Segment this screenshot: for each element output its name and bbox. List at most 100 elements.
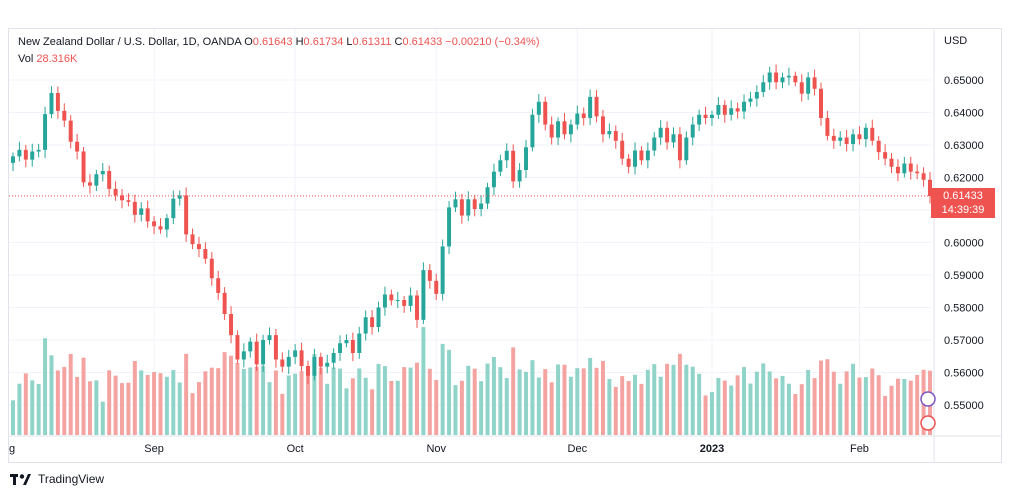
volume-bar [440,343,445,435]
volume-bar [716,378,721,435]
candle-body [94,174,99,186]
candle-body [889,158,894,167]
candle-body [549,124,554,138]
candle-body [556,121,561,138]
countdown-timer: 14:39:39 [941,204,985,216]
price-tick-label: 0.57000 [944,335,984,347]
candle-body [543,101,548,125]
volume-bar [754,371,759,435]
candle-body [216,278,221,293]
candle-body [645,150,650,161]
volume-bar [132,360,137,435]
volume-bar [838,383,843,435]
candle-body [838,137,843,141]
candle-body [184,195,189,235]
volume-bar [273,370,278,435]
volume-bar [530,360,535,435]
volume-bar [62,366,67,435]
volume-bar [780,375,785,435]
candle-body [75,141,80,152]
candle-body [87,182,92,186]
volume-bar [709,392,714,435]
candle-body [709,114,714,119]
volume-bar [639,383,644,435]
time-tick-label: Dec [568,443,588,455]
volume-bar [312,354,317,435]
candle-body [100,171,105,175]
time-tick-label: g [9,443,15,455]
price-tick-label: 0.58000 [944,303,984,315]
candle-body [196,244,201,249]
candle-body [857,134,862,140]
candle-body [132,201,137,215]
candle-body [761,82,766,93]
volume-bar [216,368,221,435]
volume-bar [248,367,253,435]
volume-bar [562,364,567,435]
candle-body [639,150,644,161]
volume-bar [331,367,336,435]
volume-bar [434,380,439,435]
price-candles [11,64,932,384]
candle-body [562,121,567,135]
candle-body [812,77,817,89]
volume-bar [241,368,246,435]
price-tick-label: 0.55000 [944,400,984,412]
low-value: 0.61311 [352,36,392,48]
price-tick-label: 0.60000 [944,238,984,250]
candle-body [613,131,618,141]
volume-bar [575,368,580,435]
candle-body [697,114,702,125]
volume-bar [235,363,240,435]
candle-body [677,134,682,161]
candle-body [735,108,740,112]
currency-label[interactable]: USD [944,35,968,47]
volume-bar [722,380,727,435]
candle-body [818,88,823,119]
volume-bar [370,389,375,435]
candle-body [286,356,291,367]
volume-bar [152,372,157,435]
tradingview-footer[interactable]: TradingView [10,472,104,486]
volume-bar [472,368,477,435]
candle-body [126,200,131,202]
chart-frame [8,28,1002,463]
candle-body [729,108,734,115]
volume-bar [889,385,894,435]
candle-body [152,221,157,227]
volume-bar [196,382,201,435]
volume-bar [857,377,862,435]
volume-bar [286,375,291,435]
candle-body [229,314,234,336]
candle-body [626,158,631,167]
candle-body [517,170,522,182]
candle-body [273,335,278,360]
candle-body [312,356,317,376]
candle-body [222,292,227,314]
volume-bar [17,383,22,435]
candle-body [338,343,343,353]
volume-bar [87,381,92,435]
volume-bar [863,377,868,435]
volume-legend: Vol 28.316K [18,53,78,65]
candle-body [825,118,830,136]
candle-body [530,114,535,148]
volume-bar [607,379,612,435]
candle-body [331,353,336,363]
candle-body [844,137,849,145]
volume-bar [793,394,798,435]
volume-bar [491,357,496,435]
candle-body [248,341,253,352]
candle-body [908,163,913,172]
volume-bar [677,353,682,435]
candle-body [363,317,368,334]
time-tick-label: 2023 [700,443,724,455]
volume-bar [742,367,747,435]
candle-body [690,124,695,138]
volume-bar [600,360,605,435]
candle-body [504,150,509,161]
candle-body [402,300,407,306]
volume-bar [164,376,169,435]
volume-bar [344,388,349,435]
